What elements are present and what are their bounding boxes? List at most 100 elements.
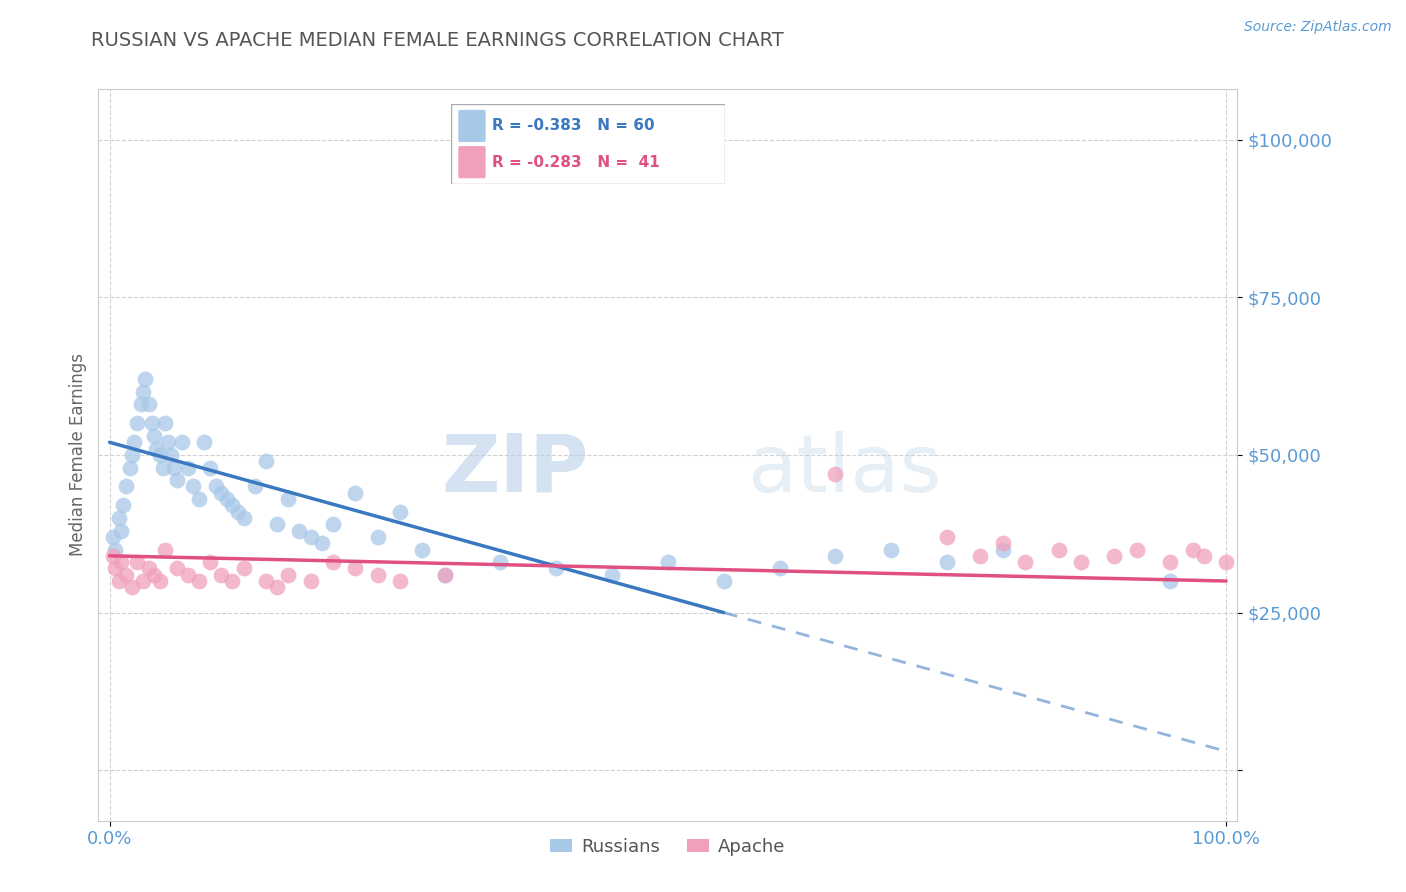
Point [768,561,790,575]
Point [152,460,174,475]
Point [155,417,177,431]
Point [221,499,243,513]
Point [121,580,143,594]
Point [546,561,568,575]
Point [111,499,134,513]
Point [221,574,243,588]
Point [198,555,221,569]
Point [824,467,846,481]
Point [132,384,155,399]
Point [344,561,367,575]
Point [880,542,903,557]
Point [991,536,1014,550]
Point [104,561,127,575]
Point [143,429,166,443]
Point [388,574,411,588]
Point [118,460,141,475]
Point [288,524,311,538]
Point [322,555,344,569]
Point [121,448,143,462]
Point [1126,542,1149,557]
Point [115,567,138,582]
Point [266,517,288,532]
Point [127,417,149,431]
Point [110,524,132,538]
Point [187,491,209,506]
Point [266,580,288,594]
Point [193,435,215,450]
Point [172,435,194,450]
Point [183,479,205,493]
Point [936,555,959,569]
Point [411,542,433,557]
Point [232,511,254,525]
Point [367,530,389,544]
Point [209,567,232,582]
Point [209,485,232,500]
Point [600,567,623,582]
Point [155,542,177,557]
Point [1014,555,1036,569]
Point [277,491,299,506]
Point [322,517,344,532]
Y-axis label: Median Female Earnings: Median Female Earnings [69,353,87,557]
Point [138,561,160,575]
Point [969,549,991,563]
Point [657,555,679,569]
Point [101,549,124,563]
Text: RUSSIAN VS APACHE MEDIAN FEMALE EARNINGS CORRELATION CHART: RUSSIAN VS APACHE MEDIAN FEMALE EARNINGS… [91,31,785,50]
Point [215,491,238,506]
Text: ZIP: ZIP [441,431,588,508]
Point [141,417,163,431]
Point [177,567,200,582]
Point [1159,574,1181,588]
Point [204,479,226,493]
Point [132,574,155,588]
Point [254,454,277,468]
Point [299,574,322,588]
Point [166,473,188,487]
Point [104,542,127,557]
Point [226,505,249,519]
Point [991,542,1014,557]
Point [149,574,172,588]
Point [138,397,160,411]
Point [232,561,254,575]
Point [166,561,188,575]
Point [1159,555,1181,569]
Point [110,555,132,569]
Point [1047,542,1070,557]
Point [134,372,156,386]
Point [127,555,149,569]
Point [160,448,183,462]
Point [143,567,166,582]
Point [254,574,277,588]
Point [122,435,145,450]
Point [1192,549,1215,563]
Point [433,567,456,582]
Point [367,567,389,582]
Point [824,549,846,563]
Point [713,574,735,588]
Point [936,530,959,544]
Point [156,435,179,450]
Point [163,460,186,475]
Point [1104,549,1126,563]
Point [388,505,411,519]
Point [1181,542,1204,557]
Point [1215,555,1237,569]
Text: atlas: atlas [748,431,942,508]
Point [145,442,167,456]
Point [177,460,200,475]
Point [115,479,138,493]
Point [129,397,152,411]
Point [187,574,209,588]
Point [344,485,367,500]
Point [311,536,333,550]
Point [489,555,512,569]
Point [299,530,322,544]
Point [107,574,129,588]
Legend: Russians, Apache: Russians, Apache [543,830,793,863]
Point [277,567,299,582]
Point [149,448,172,462]
